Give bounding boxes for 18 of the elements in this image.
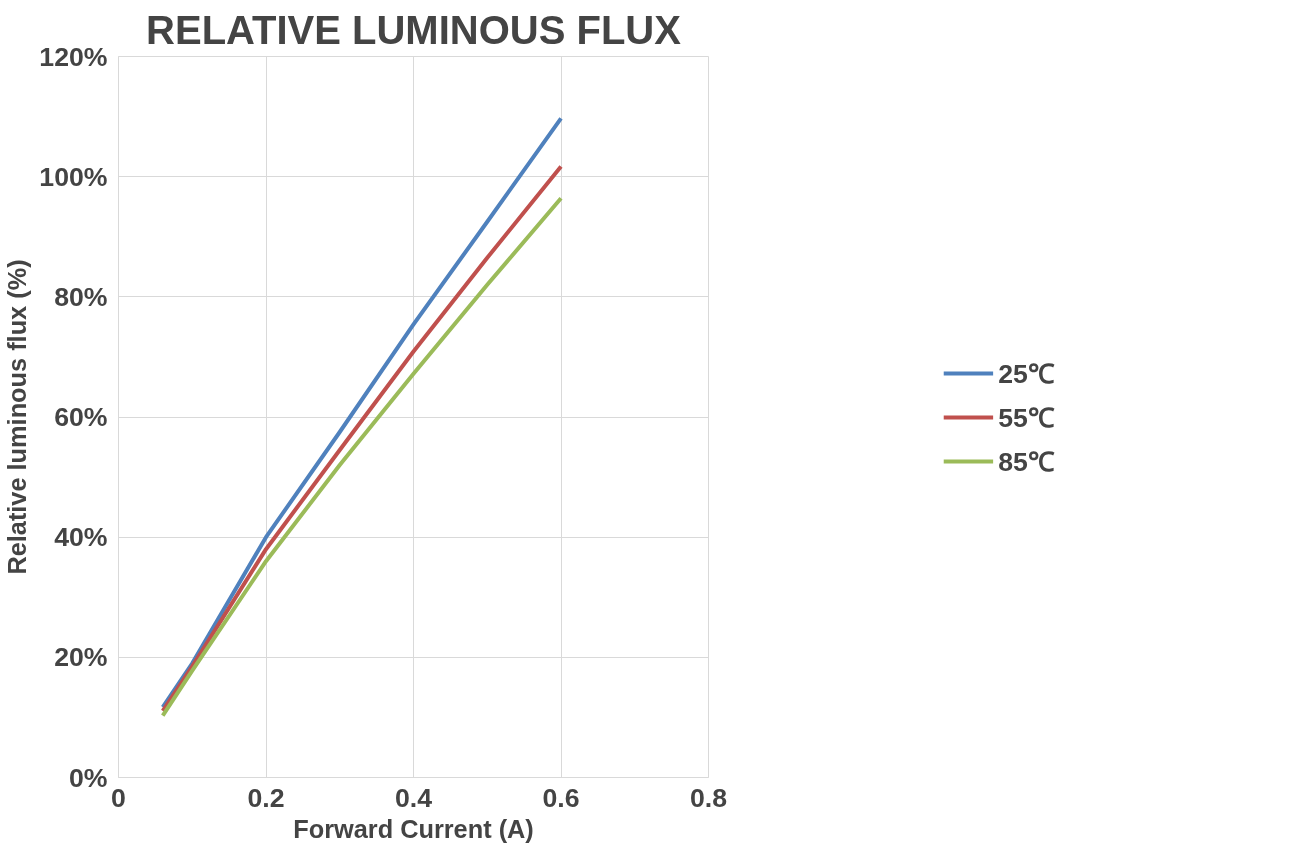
y-tick-label: 80%: [54, 281, 108, 312]
legend-label: 55℃: [998, 401, 1055, 435]
y-tick-label: 120%: [39, 41, 108, 72]
x-tick-label: 0.8: [689, 782, 728, 813]
chart-title: RELATIVE LUMINOUS FLUX: [146, 7, 682, 52]
y-tick-label: 60%: [54, 402, 108, 432]
legend-label: 85℃: [998, 445, 1055, 479]
x-tick-label: 0: [111, 782, 126, 813]
legend-label: 25℃: [998, 357, 1055, 391]
x-tick-label: 0.2: [247, 782, 285, 813]
x-tick-label: 0.6: [542, 782, 580, 813]
y-tick-label: 20%: [54, 642, 108, 673]
y-tick-label: 40%: [54, 522, 108, 553]
x-tick-label: 0.4: [394, 782, 433, 813]
y-axis-title: Relative luminous flux (%): [3, 259, 32, 575]
x-axis-title: Forward Current (A): [293, 814, 534, 843]
y-tick-label: 100%: [39, 161, 108, 192]
y-tick-label: 0%: [68, 762, 108, 793]
